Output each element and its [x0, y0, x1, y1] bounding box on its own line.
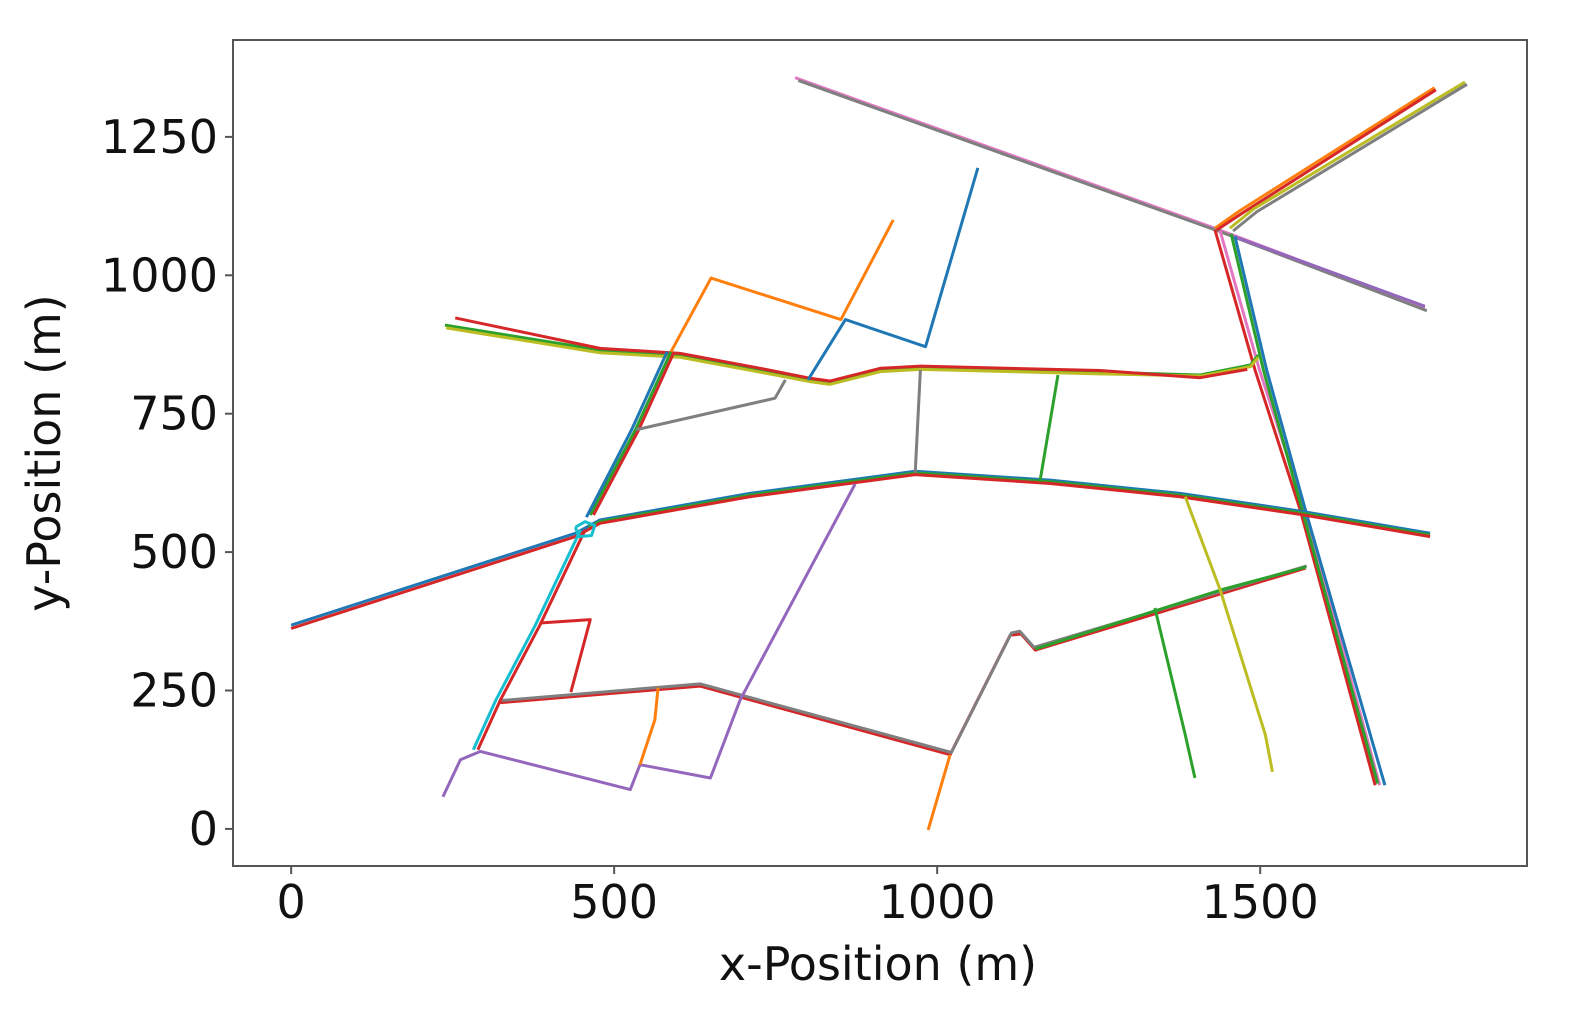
- trajectory-line-23: [669, 219, 895, 353]
- x-tick-label: 1000: [879, 875, 996, 929]
- trajectory-line-28: [539, 618, 592, 693]
- x-tick-label: 500: [570, 875, 658, 929]
- y-tick-label: 0: [189, 802, 218, 856]
- trajectory-line-30: [638, 687, 660, 766]
- y-tick-label: 500: [130, 525, 218, 579]
- trajectory-line-7: [1213, 229, 1377, 786]
- x-tick-label: 1500: [1202, 875, 1319, 929]
- y-tick-label: 1250: [101, 110, 218, 164]
- series-group: [290, 76, 1468, 831]
- trajectory-line-2: [1233, 235, 1426, 308]
- plot-frame: [232, 39, 1528, 867]
- trajectory-line-13: [454, 316, 1248, 383]
- y-tick-label: 250: [130, 664, 218, 718]
- trajectory-line-29: [441, 483, 857, 798]
- trajectory-line-21: [585, 351, 669, 518]
- y-tick-label: 750: [130, 387, 218, 441]
- trajectory-line-16: [290, 473, 1431, 630]
- trajectory-line-36: [573, 520, 597, 539]
- trajectory-line-27: [635, 379, 787, 432]
- trajectory-line-12: [445, 326, 1260, 386]
- trajectory-line-32: [913, 369, 922, 474]
- trajectory-line-3: [1214, 86, 1436, 230]
- trajectory-line-9: [1233, 236, 1387, 786]
- trajectory-line-26: [471, 529, 582, 751]
- trajectory-line-34: [1183, 496, 1274, 773]
- x-tick-label: 0: [277, 875, 306, 929]
- y-tick-label: 1000: [101, 248, 218, 302]
- trajectory-line-10: [1229, 233, 1380, 784]
- trajectory-line-20: [588, 351, 673, 516]
- trajectory-line-33: [1038, 374, 1060, 483]
- trajectory-line-4: [1216, 88, 1437, 232]
- y-axis-label: y-Position (m): [17, 294, 71, 611]
- trajectory-line-35: [1153, 607, 1197, 779]
- trajectory-line-14: [290, 469, 1431, 627]
- trajectory-line-1: [797, 79, 1428, 313]
- x-axis-label: x-Position (m): [719, 937, 1037, 991]
- trajectory-line-18: [501, 564, 1308, 755]
- trajectory-line-24: [806, 167, 980, 381]
- trajectory-line-5: [1228, 80, 1466, 230]
- trajectory-line-6: [1232, 83, 1468, 233]
- trajectory-line-25: [476, 529, 587, 751]
- trajectory-line-31: [926, 754, 952, 831]
- trajectory-line-15: [587, 471, 1431, 537]
- x-axis: 0 500 1000 1500: [277, 866, 1319, 929]
- y-axis: 0 250 500 750 1000 1250: [101, 110, 233, 856]
